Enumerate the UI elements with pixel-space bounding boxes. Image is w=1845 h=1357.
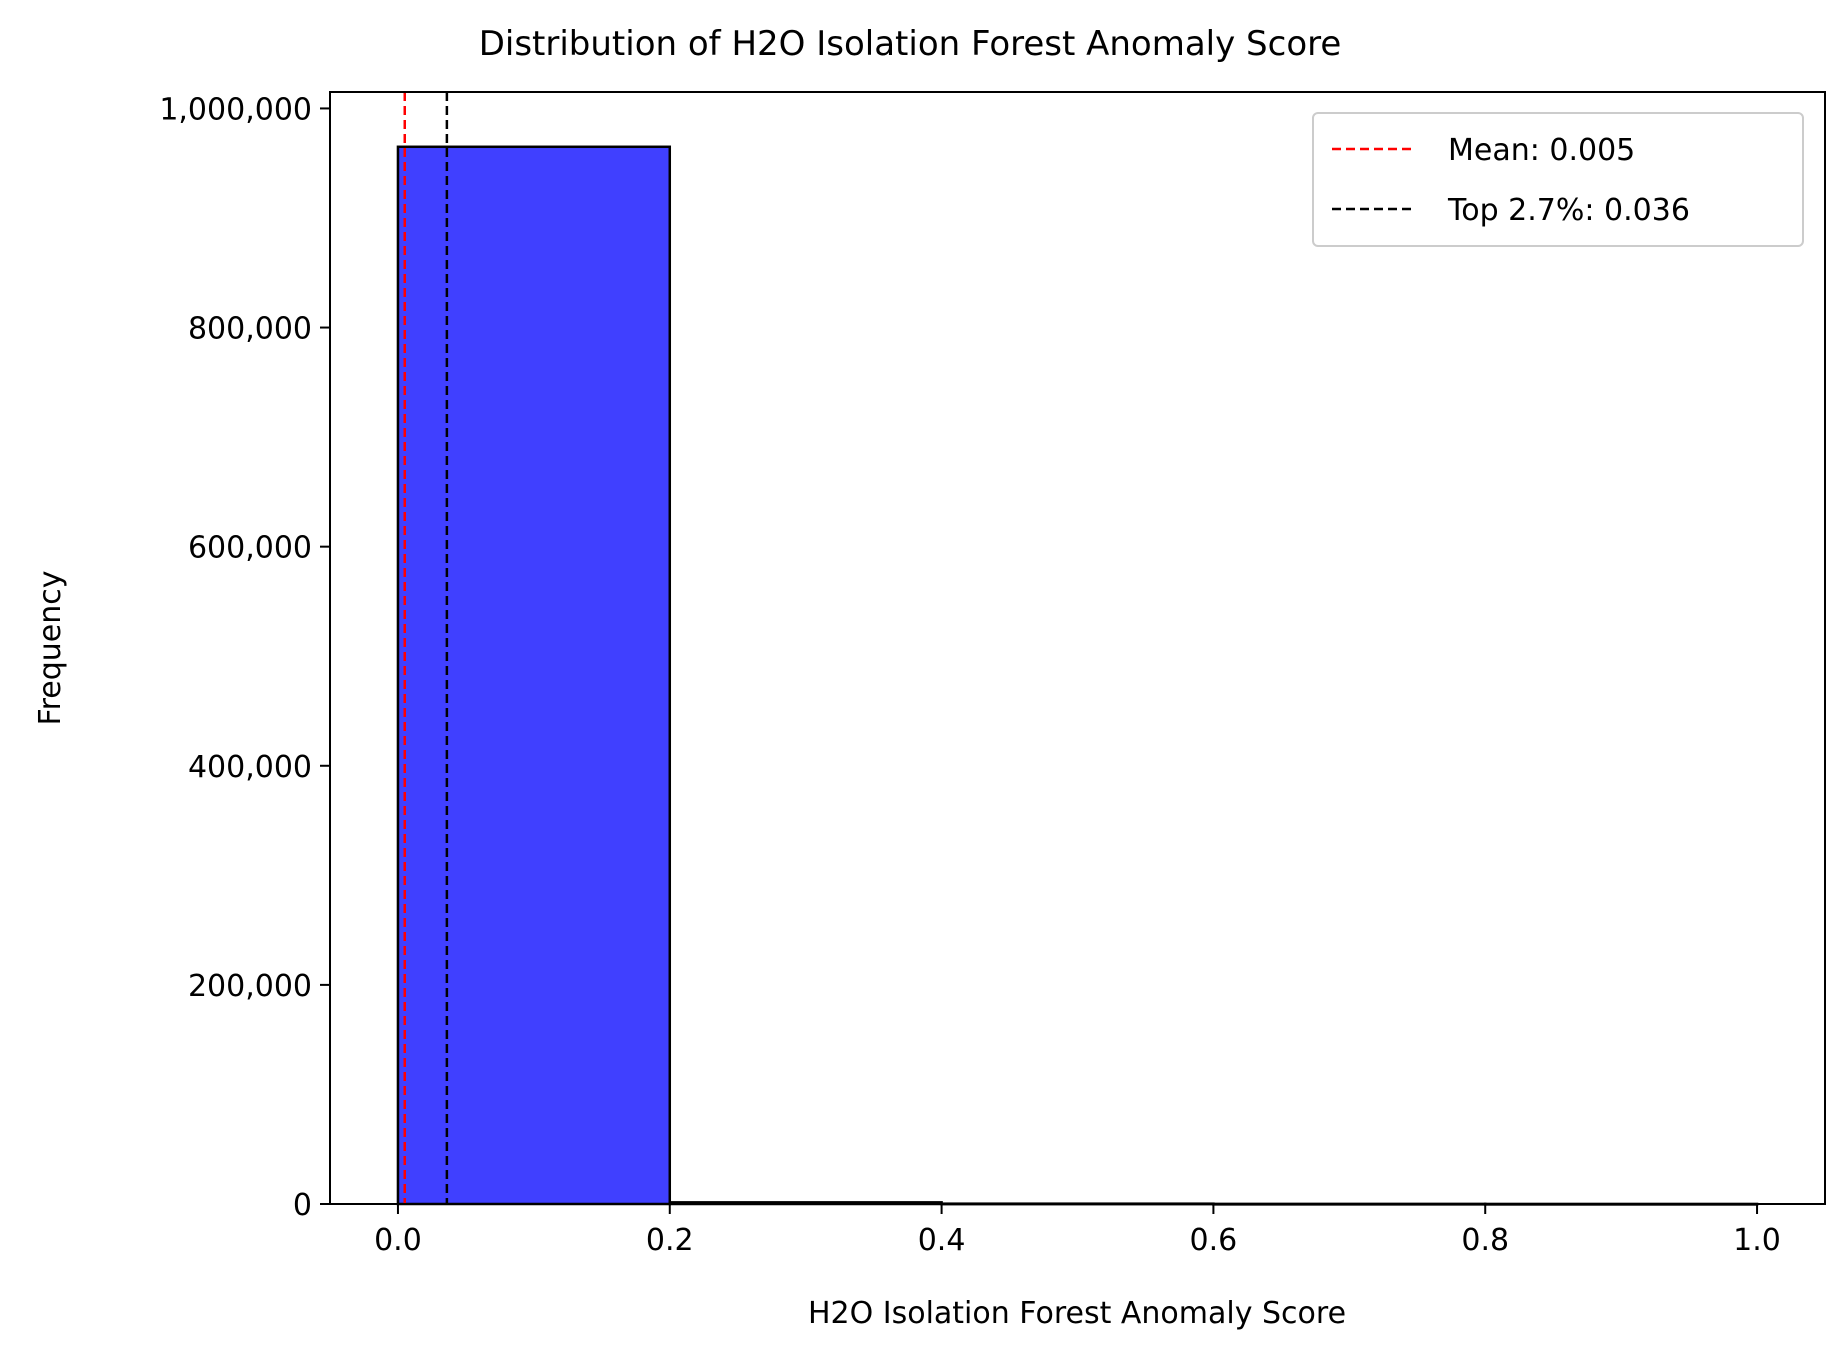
legend-box <box>1312 112 1804 247</box>
x-tick-label-2: 0.4 <box>918 1223 966 1258</box>
y-tick-label-3: 600,000 <box>188 531 312 566</box>
y-axis-label: Frequency <box>33 571 68 726</box>
plot-frame <box>329 91 1826 1205</box>
y-tick-label-4: 800,000 <box>188 312 312 347</box>
legend-top-label: Top 2.7%: 0.036 <box>1447 193 1690 228</box>
legend: Mean: 0.005 Top 2.7%: 0.036 <box>1312 112 1804 247</box>
y-axis-ticks: 0 200,000 400,000 600,000 800,000 1,000,000 <box>159 92 330 1223</box>
histogram-bars <box>396 145 1759 1206</box>
x-tick-label-1: 0.2 <box>646 1223 694 1258</box>
x-axis-ticks: 0.0 0.2 0.4 0.6 0.8 1.0 <box>374 1204 1781 1258</box>
reference-lines <box>403 92 449 1204</box>
x-tick-label-4: 0.8 <box>1461 1223 1509 1258</box>
y-tick-label-2: 400,000 <box>188 750 312 785</box>
y-tick-label-0: 0 <box>293 1188 312 1223</box>
x-tick-label-3: 0.6 <box>1190 1223 1238 1258</box>
y-tick-label-1: 200,000 <box>188 969 312 1004</box>
chart-title: Distribution of H2O Isolation Forest Ano… <box>479 24 1342 64</box>
y-tick-label-5: 1,000,000 <box>159 92 312 127</box>
x-axis-label: H2O Isolation Forest Anomaly Score <box>808 1296 1346 1331</box>
x-tick-label-5: 1.0 <box>1733 1223 1781 1258</box>
legend-mean-label: Mean: 0.005 <box>1448 133 1635 168</box>
x-tick-label-0: 0.0 <box>374 1223 422 1258</box>
histogram-bar-0 <box>396 145 672 1206</box>
